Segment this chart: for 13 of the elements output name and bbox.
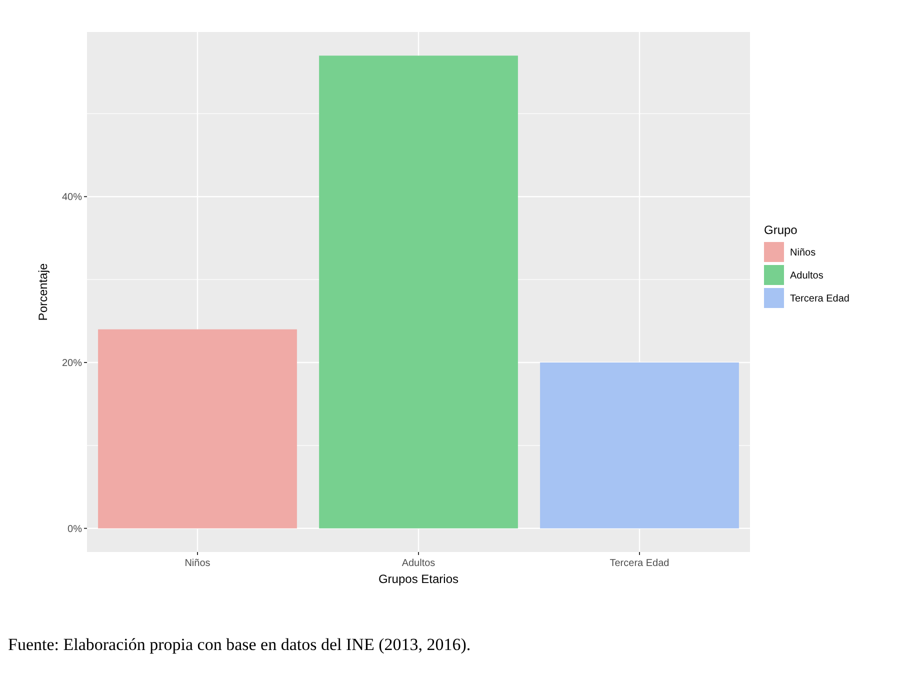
x-axis-title: Grupos Etarios bbox=[378, 572, 459, 586]
y-tick-label: 20% bbox=[62, 358, 82, 369]
legend-label: Tercera Edad bbox=[790, 294, 850, 304]
x-tick-label: Tercera Edad bbox=[610, 558, 670, 569]
source-note: Fuente: Elaboración propia con base en datos del INE (2013, 2016). bbox=[8, 635, 471, 654]
y-axis-title: Porcentaje bbox=[36, 262, 50, 321]
x-tick-label: Adultos bbox=[402, 558, 436, 569]
legend-label: Adultos bbox=[790, 270, 824, 282]
legend-label: Niños bbox=[790, 248, 816, 258]
x-tick-label: Niños bbox=[184, 558, 210, 569]
y-tick-label: 0% bbox=[68, 524, 82, 535]
y-tick-label: 40% bbox=[62, 192, 82, 204]
legend-title: Grupo bbox=[764, 223, 798, 237]
